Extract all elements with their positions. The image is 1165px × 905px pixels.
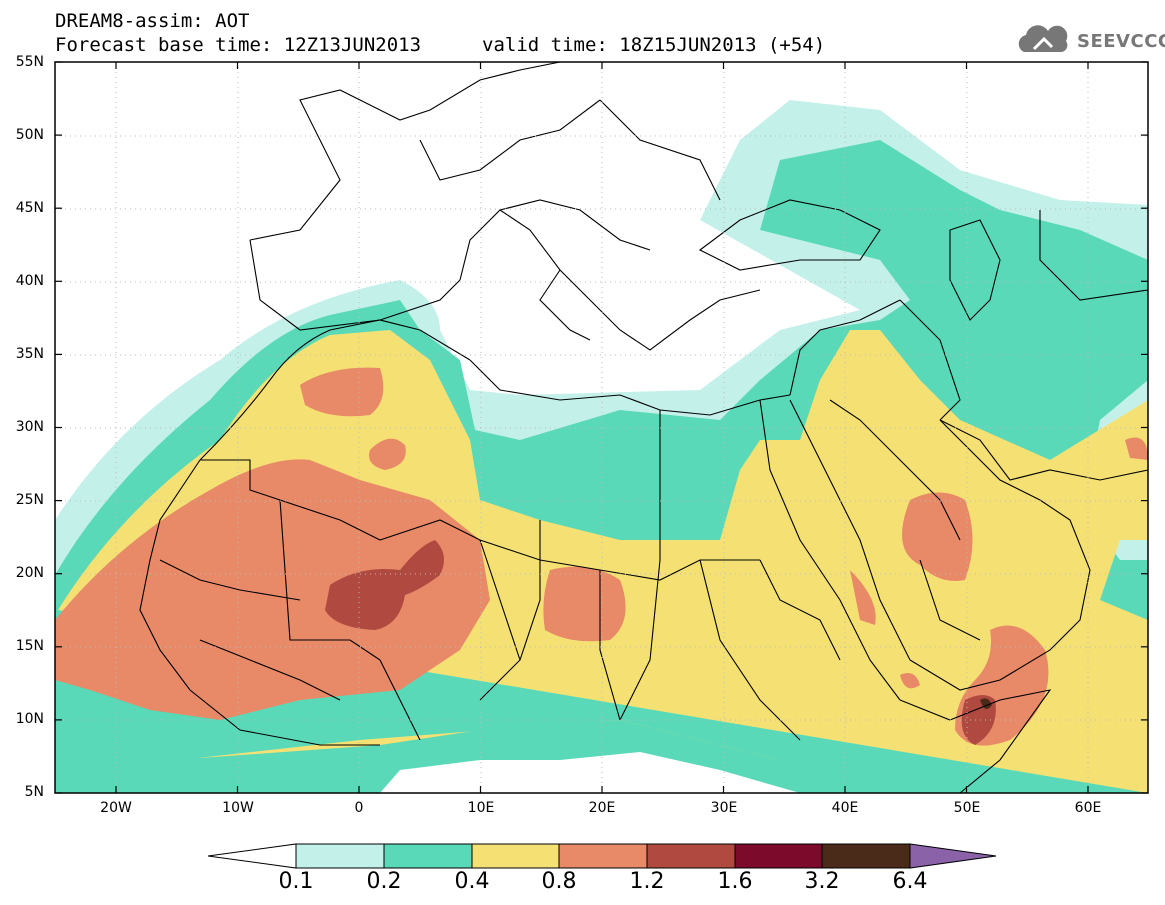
aot-band-1.2	[325, 540, 444, 630]
title-line-1: DREAM8-assim: AOT	[55, 10, 250, 32]
lat-label-20n: 20N	[15, 565, 44, 581]
seevccc-logo: SEEVCCC	[1077, 31, 1165, 52]
colorbar-label: 0.8	[541, 869, 577, 894]
colorbar-label: 0.2	[366, 869, 402, 894]
colorbar-label: 6.4	[892, 869, 928, 894]
lat-label-15n: 15N	[15, 638, 44, 654]
colorbar-label: 1.6	[717, 869, 753, 894]
aot-band-0.4	[58, 330, 1148, 793]
lat-label-45n: 45N	[15, 200, 44, 216]
lat-label-55n: 55N	[15, 54, 44, 70]
lat-label-35n: 35N	[15, 346, 44, 362]
colorbar-label: 0.1	[278, 869, 314, 894]
lon-label-20e: 20E	[588, 800, 616, 816]
lat-label-40n: 40N	[15, 273, 44, 289]
lon-label-20w: 20W	[100, 800, 132, 816]
lon-label-40e: 40E	[831, 800, 859, 816]
lat-label-50n: 50N	[15, 127, 44, 143]
colorbar-label: 1.2	[629, 869, 665, 894]
colorbar	[207, 843, 997, 869]
lat-label-25n: 25N	[15, 492, 44, 508]
valid-time: valid time: 18Z15JUN2013 (+54)	[482, 34, 826, 56]
colorbar-label: 3.2	[804, 869, 840, 894]
lat-label-5n: 5N	[24, 784, 44, 800]
forecast-base-time: Forecast base time: 12Z13JUN2013	[55, 34, 422, 56]
lat-label-30n: 30N	[15, 419, 44, 435]
lon-label-50e: 50E	[953, 800, 981, 816]
lat-label-10n: 10N	[15, 711, 44, 727]
cloud-icon	[1018, 25, 1068, 52]
colorbar-label: 0.4	[454, 869, 490, 894]
lon-label-60e: 60E	[1074, 800, 1102, 816]
lon-label-10e: 10E	[467, 800, 495, 816]
lon-label-10w: 10W	[222, 800, 254, 816]
lon-label-30e: 30E	[710, 800, 738, 816]
lon-label-0: 0	[354, 800, 364, 816]
